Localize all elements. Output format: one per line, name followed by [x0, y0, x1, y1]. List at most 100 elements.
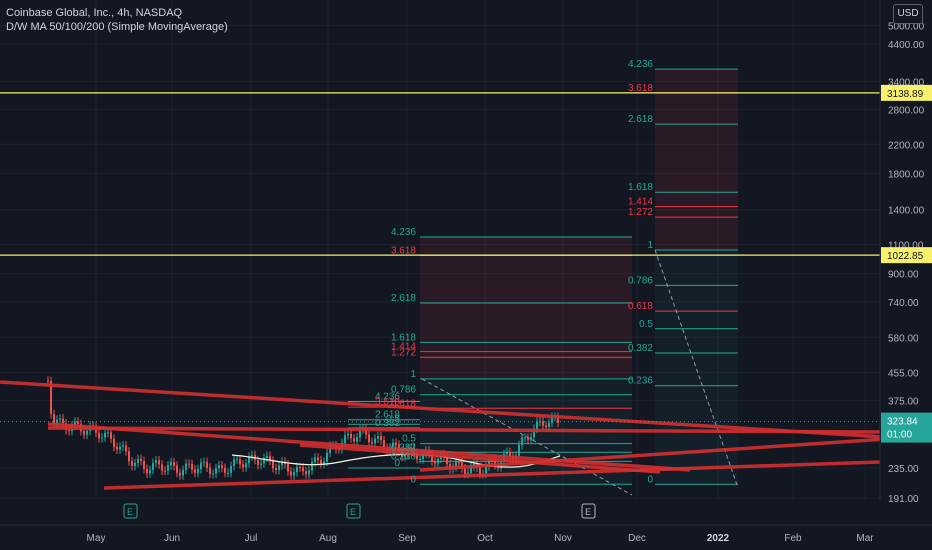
candle-body: [239, 459, 241, 465]
price-tick-label: 3400.00: [888, 77, 925, 88]
candle-body: [422, 453, 424, 459]
chart-grid: [0, 0, 880, 500]
candle-body: [98, 432, 100, 439]
candle-body: [281, 461, 283, 466]
candle-body: [509, 451, 511, 457]
candle-body: [365, 428, 367, 435]
candle-body: [53, 413, 55, 424]
trendline: [47, 422, 691, 472]
candle-body: [467, 472, 469, 474]
fib-level-label: 0.382: [628, 343, 653, 354]
candle-body: [176, 465, 178, 473]
candle-body: [221, 465, 223, 468]
fib-level-label: 0: [410, 474, 416, 485]
candle-body: [350, 433, 352, 439]
candle-body: [200, 462, 202, 470]
candle-body: [293, 472, 295, 476]
candle-body: [188, 463, 190, 465]
price-tick-label: 191.00: [888, 494, 919, 505]
candle-body: [395, 442, 397, 445]
candle-body: [308, 470, 310, 475]
fib-level-label: 1.618: [391, 332, 416, 343]
time-axis: May Jun Jul Aug Sep Oct Nov Dec 2022 Feb Mar: [0, 524, 932, 544]
fib-level-label: 0.5: [639, 319, 653, 330]
candle-body: [506, 451, 508, 455]
time-tick-label: Oct: [477, 533, 493, 544]
price-tick-label: 900.00: [888, 270, 919, 281]
candle-body: [527, 437, 529, 440]
candle-body: [536, 421, 538, 429]
candle-body: [311, 462, 313, 471]
fib-zone: [655, 285, 738, 312]
candle-body: [104, 432, 106, 438]
fib-zone: [655, 192, 738, 207]
candle-body: [131, 461, 133, 466]
candle-body: [113, 438, 115, 447]
candle-body: [155, 460, 157, 463]
candle-body: [533, 428, 535, 438]
fib-zone: [420, 443, 632, 453]
time-tick-label: May: [87, 533, 106, 544]
candle-body: [278, 465, 280, 470]
candle-body: [485, 466, 487, 474]
candle-body: [419, 458, 421, 460]
earnings-marker-label: E: [585, 507, 591, 517]
candle-body: [314, 457, 316, 463]
candle-body: [68, 429, 70, 432]
indicator-label: D/W MA 50/100/200 (Simple MovingAverage): [6, 21, 228, 33]
candle-body: [353, 438, 355, 442]
trendline: [299, 443, 661, 474]
fib-level-label: 3.618: [628, 83, 653, 94]
fib-zone: [655, 206, 738, 218]
time-tick-label: Jun: [164, 533, 180, 544]
candle-body: [518, 444, 520, 456]
price-tick-label: 740.00: [888, 298, 919, 309]
candle-body: [59, 418, 61, 420]
time-tick-label: Jul: [245, 533, 258, 544]
current-price-label: 323.84: [887, 417, 918, 428]
price-tick-label: 1100.00: [888, 241, 924, 252]
fib-level-label: 4.236: [391, 227, 416, 238]
fib-level-label: 0: [647, 474, 653, 485]
price-tick-label: 4400.00: [888, 40, 925, 51]
price-tick-label: 235.00: [888, 464, 919, 475]
level-price-label: 3138.89: [887, 89, 924, 100]
candle-body: [374, 438, 376, 444]
price-tick-label: 2200.00: [888, 140, 925, 151]
currency-button[interactable]: USD: [893, 4, 923, 24]
fib-level-label: 0: [394, 458, 400, 469]
candle-body: [275, 468, 277, 470]
candle-body: [218, 465, 220, 469]
fib-level-label: 0.5: [386, 414, 400, 425]
candle-body: [251, 455, 253, 457]
candle-body: [212, 473, 214, 475]
candle-body: [122, 445, 124, 447]
candle-body: [128, 451, 130, 462]
earnings-marker-label: E: [350, 507, 356, 517]
price-tick-label: 455.00: [888, 368, 919, 379]
candle-body: [224, 467, 226, 473]
candle-body: [233, 459, 235, 467]
candle-body: [83, 431, 85, 435]
fib-level-label: 1.272: [391, 347, 416, 358]
fib-zone: [655, 92, 738, 125]
fib-zone: [420, 394, 632, 409]
candle-body: [230, 466, 232, 473]
fib-level-label: 2.618: [628, 114, 653, 125]
countdown-label: 01:00: [887, 430, 912, 441]
candle-body: [329, 445, 331, 453]
fib-level-label: 0.236: [628, 376, 653, 387]
fib-zone: [655, 311, 738, 329]
horizontal-levels: [0, 92, 880, 256]
candle-body: [548, 422, 550, 427]
fib-level-labels: 00.2360.3820.50.6180.78611.2721.4141.618…: [375, 59, 653, 485]
candle-body: [164, 470, 166, 472]
candle-body: [266, 455, 268, 458]
chart-title: Coinbase Global, Inc., 4h, NASDAQ: [6, 7, 183, 19]
candle-body: [323, 461, 325, 465]
candle-body: [317, 457, 319, 460]
price-tick-label: 2800.00: [888, 105, 925, 116]
fib-zone: [420, 378, 632, 395]
candle-body: [152, 462, 154, 470]
